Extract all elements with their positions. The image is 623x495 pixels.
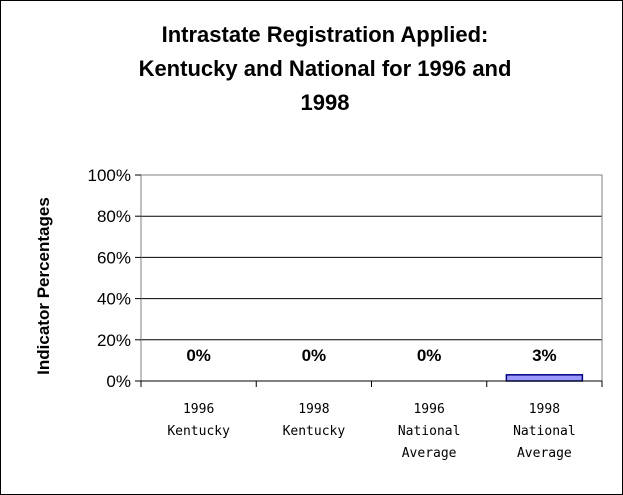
category-label: 1996 [413, 402, 444, 417]
data-label: 3% [532, 346, 557, 365]
category-label: Kentucky [283, 424, 346, 439]
y-tick-label: 60% [97, 248, 131, 267]
chart-title-line-2: Kentucky and National for 1996 and [138, 56, 512, 81]
y-axis-label: Indicator Percentages [34, 197, 53, 375]
category-label: 1996 [183, 402, 214, 417]
data-labels: 0% 0% 0% 3% [186, 346, 556, 365]
category-label: Average [402, 446, 457, 461]
bars [160, 374, 584, 382]
category-label: National [513, 424, 576, 439]
y-axis-ticks: 0% 20% 40% 60% 80% 100% [88, 166, 141, 391]
data-label: 0% [186, 346, 211, 365]
chart-title-line-1: Intrastate Registration Applied: [161, 22, 489, 47]
chart-title: Intrastate Registration Applied: Kentuck… [40, 18, 610, 120]
y-tick-label: 0% [106, 372, 131, 391]
category-label: National [398, 424, 461, 439]
x-axis [140, 380, 603, 387]
y-tick-label: 40% [97, 290, 131, 309]
gridlines [141, 174, 602, 341]
category-labels: 1996 Kentucky 1998 Kentucky 1996 National Aver… [167, 402, 575, 461]
category-label: Average [517, 446, 572, 461]
y-tick-label: 80% [97, 207, 131, 226]
category-label: 1998 [529, 402, 560, 417]
chart-title-line-3: 1998 [300, 90, 350, 115]
y-tick-label: 20% [97, 331, 131, 350]
data-label: 0% [302, 346, 327, 365]
category-label: Kentucky [167, 424, 230, 439]
bar [505, 374, 584, 382]
y-tick-label: 100% [88, 166, 131, 185]
data-label: 0% [417, 346, 442, 365]
category-label: 1998 [298, 402, 329, 417]
